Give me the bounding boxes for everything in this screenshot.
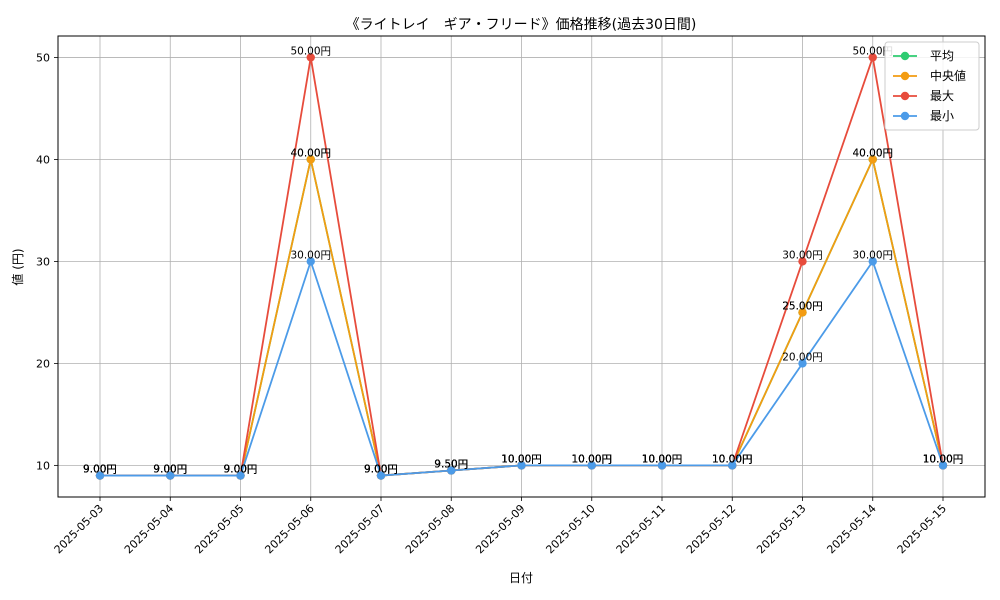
data-point [306, 53, 315, 62]
data-label: 9.00円 [83, 464, 117, 476]
data-label: 40.00円 [852, 147, 893, 159]
data-label: 30.00円 [782, 249, 823, 261]
data-point [376, 471, 386, 480]
data-label: 10.00円 [923, 453, 964, 465]
data-label: 9.00円 [153, 464, 187, 476]
data-point [728, 461, 737, 470]
data-label: 25.00円 [782, 300, 823, 312]
data-label: 10.00円 [571, 453, 612, 465]
data-label: 9.50円 [434, 458, 468, 470]
data-point [306, 257, 315, 266]
data-point [587, 461, 596, 470]
data-label: 9.00円 [364, 464, 398, 476]
data-point [306, 155, 315, 164]
data-label: 9.50円 [434, 458, 468, 470]
data-point [95, 471, 105, 480]
y-tick-label: 10 [36, 459, 50, 472]
data-point [868, 257, 877, 266]
data-label: 9.50円 [434, 458, 468, 470]
y-tick-label: 20 [36, 357, 50, 370]
data-label: 10.00円 [712, 453, 753, 465]
legend-marker [900, 111, 910, 121]
legend-marker [900, 91, 910, 101]
data-label: 9.00円 [224, 464, 258, 476]
chart-title: 《ライトレイ ギア・フリード》価格推移(過去30日間) [346, 17, 697, 33]
data-label: 25.00円 [782, 300, 823, 312]
y-axis-label: 値 (円) [10, 248, 25, 285]
data-label: 10.00円 [642, 453, 683, 465]
data-label: 9.50円 [434, 458, 468, 470]
data-label: 9.00円 [224, 464, 258, 476]
grid-lines [58, 36, 985, 497]
data-point [868, 53, 877, 62]
legend-label: 最小 [930, 109, 954, 123]
legend-label: 最大 [930, 89, 954, 103]
x-axis-label: 日付 [509, 571, 533, 585]
data-label: 10.00円 [501, 453, 542, 465]
data-label: 9.00円 [153, 464, 187, 476]
data-point [798, 257, 807, 266]
data-label: 50.00円 [290, 45, 331, 57]
data-label: 9.00円 [364, 464, 398, 476]
data-point [166, 471, 175, 480]
data-label: 10.00円 [501, 453, 542, 465]
data-label: 40.00円 [852, 147, 893, 159]
legend-box [884, 41, 980, 131]
data-label: 10.00円 [712, 453, 753, 465]
data-label: 9.00円 [83, 464, 117, 476]
data-label: 10.00円 [642, 453, 683, 465]
data-point [798, 359, 807, 368]
legend-label: 中央値 [930, 68, 966, 83]
data-label: 9.00円 [364, 464, 398, 476]
y-axis-ticks: 10 20 30 40 50 [36, 51, 58, 472]
data-label: 10.00円 [712, 453, 753, 465]
data-label: 40.00円 [290, 147, 331, 159]
y-tick-label: 40 [36, 153, 50, 166]
data-label: 9.00円 [364, 464, 398, 476]
data-point [517, 461, 526, 470]
data-point [657, 461, 667, 470]
data-point [236, 471, 245, 480]
data-label: 20.00円 [782, 351, 823, 363]
data-label: 10.00円 [571, 453, 612, 465]
data-label: 40.00円 [290, 147, 331, 159]
data-label: 10.00円 [642, 453, 683, 465]
data-point [447, 466, 456, 475]
data-point [798, 308, 807, 317]
data-label: 9.00円 [83, 464, 117, 476]
data-label: 10.00円 [571, 453, 612, 465]
data-label: 10.00円 [501, 453, 542, 465]
legend-marker [900, 71, 910, 81]
series-layer [95, 53, 948, 480]
data-label: 10.00円 [501, 453, 542, 465]
data-label: 9.00円 [224, 464, 258, 476]
data-point [938, 461, 948, 470]
data-label: 10.00円 [923, 453, 964, 465]
data-label: 9.00円 [153, 464, 187, 476]
data-label: 10.00円 [923, 453, 964, 465]
data-label: 9.00円 [153, 464, 187, 476]
data-labels: 9.00円 9.00円 9.00円 40.00円 9.00円 9.50円 10.00円 10.… [83, 45, 963, 475]
data-label: 9.00円 [224, 464, 258, 476]
data-label: 10.00円 [571, 453, 612, 465]
data-point [868, 155, 877, 164]
data-label: 10.00円 [712, 453, 753, 465]
data-label: 10.00円 [923, 453, 964, 465]
data-label: 30.00円 [290, 249, 331, 261]
data-label: 10.00円 [642, 453, 683, 465]
data-label: 30.00円 [852, 249, 893, 261]
data-label: 50.00円 [852, 45, 893, 57]
legend-marker [900, 51, 910, 61]
data-label: 9.00円 [83, 464, 117, 476]
y-tick-label: 50 [36, 51, 50, 64]
legend-label: 平均 [930, 49, 954, 63]
y-tick-label: 30 [36, 255, 50, 268]
series-最小 [95, 257, 948, 480]
